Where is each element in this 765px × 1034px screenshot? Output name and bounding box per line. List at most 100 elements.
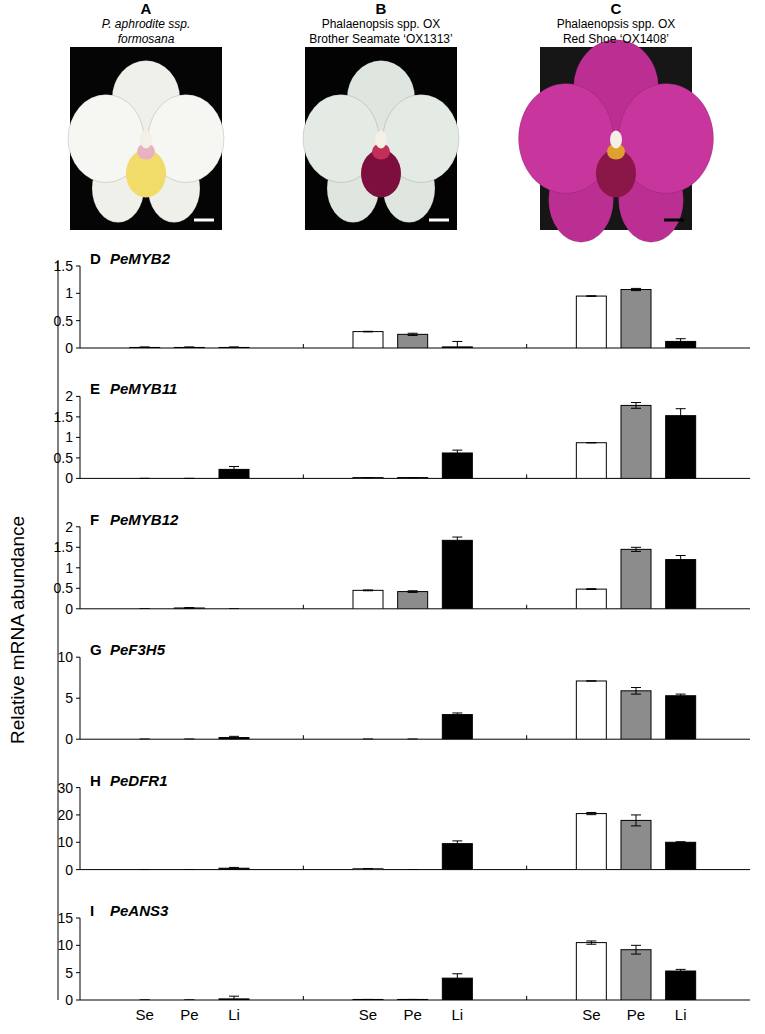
error-cap (631, 547, 641, 548)
error-cap (140, 478, 150, 479)
error-bar (363, 477, 373, 478)
error-bar (676, 339, 686, 344)
chart-panel: FPeMYB1200.511.52 (54, 511, 750, 617)
chart-panel: GPeF3H50510 (57, 641, 750, 747)
x-tick-label: Li (228, 1006, 240, 1023)
error-bar (586, 295, 596, 297)
error-bar (229, 867, 239, 869)
y-tick-label: 0.5 (54, 450, 74, 466)
photo-caption: P. aphrodite ssp. (102, 17, 191, 31)
error-cap (229, 608, 239, 609)
axis-bracket (58, 260, 59, 1000)
error-cap (586, 442, 596, 443)
error-bar (631, 688, 641, 695)
y-tick (76, 918, 80, 919)
error-bar (631, 547, 641, 551)
error-cap (676, 842, 686, 843)
error-cap (408, 739, 418, 740)
error-bar (676, 969, 686, 972)
photo-caption: Brother Seamate ‘OX1313’ (309, 32, 452, 46)
y-tick-label: 30 (57, 780, 73, 796)
error-cap (140, 739, 150, 740)
error-stem (457, 974, 458, 983)
error-bar (408, 333, 418, 335)
error-bar (184, 478, 194, 479)
error-cap (229, 738, 239, 739)
error-stem (636, 403, 637, 409)
y-tick (76, 396, 80, 397)
bar (353, 590, 383, 608)
y-axis-label: Relative mRNA abundance (7, 516, 28, 744)
error-cap (363, 739, 373, 740)
group-separator (303, 735, 304, 739)
error-cap (452, 846, 462, 847)
error-bar (631, 945, 641, 954)
error-cap (676, 338, 686, 339)
error-cap (631, 288, 641, 289)
error-cap (184, 478, 194, 479)
y-tick-label: 0 (65, 470, 73, 486)
error-cap (408, 477, 418, 478)
y-tick-label: 1.5 (54, 409, 74, 425)
error-cap (408, 999, 418, 1000)
y-tick-label: 0.5 (54, 313, 74, 329)
error-cap (184, 346, 194, 347)
error-cap (452, 543, 462, 544)
y-tick-label: 1 (65, 560, 73, 576)
error-stem (636, 688, 637, 695)
bar (666, 696, 696, 739)
error-stem (457, 341, 458, 348)
error-bar (408, 999, 418, 1000)
error-bar (408, 869, 418, 870)
error-cap (676, 697, 686, 698)
error-cap (676, 972, 686, 973)
error-cap (631, 551, 641, 552)
bar (576, 296, 606, 348)
y-tick (76, 657, 80, 658)
error-cap (184, 739, 194, 740)
y-tick (76, 1000, 80, 1001)
error-bar (408, 591, 418, 593)
error-bar (184, 869, 194, 870)
error-cap (586, 940, 596, 941)
photo-caption: Phalaenopsis spp. OX (322, 17, 441, 31)
y-axis (80, 918, 81, 1000)
error-cap (408, 592, 418, 593)
bar (442, 453, 472, 478)
bar (130, 1000, 160, 1001)
error-cap (184, 869, 194, 870)
y-tick-label: 5 (65, 690, 73, 706)
error-cap (363, 868, 373, 869)
bar (353, 477, 383, 478)
bar (219, 868, 249, 869)
marks (140, 941, 696, 1000)
error-cap (676, 841, 686, 842)
error-bar (452, 341, 462, 348)
error-bar (676, 842, 686, 843)
error-cap (586, 680, 596, 681)
y-tick (76, 547, 80, 548)
y-tick-label: 1.5 (54, 539, 74, 555)
scale-bar (429, 219, 449, 222)
y-tick-label: 10 (57, 649, 73, 665)
column (610, 131, 622, 149)
error-bar (408, 477, 418, 478)
error-stem (457, 841, 458, 846)
error-cap (586, 442, 596, 443)
y-tick (76, 478, 80, 479)
error-cap (676, 408, 686, 409)
error-bar (452, 450, 462, 456)
error-cap (229, 736, 239, 737)
error-bar (586, 680, 596, 681)
chart-title: PeF3H5 (110, 641, 166, 658)
bar (442, 540, 472, 608)
error-stem (636, 815, 637, 826)
error-bar (229, 996, 239, 1000)
bar (398, 334, 428, 348)
error-cap (363, 331, 373, 332)
error-cap (586, 680, 596, 681)
error-bar (229, 347, 239, 348)
error-cap (184, 739, 194, 740)
y-tick (76, 437, 80, 438)
error-stem (680, 339, 681, 344)
